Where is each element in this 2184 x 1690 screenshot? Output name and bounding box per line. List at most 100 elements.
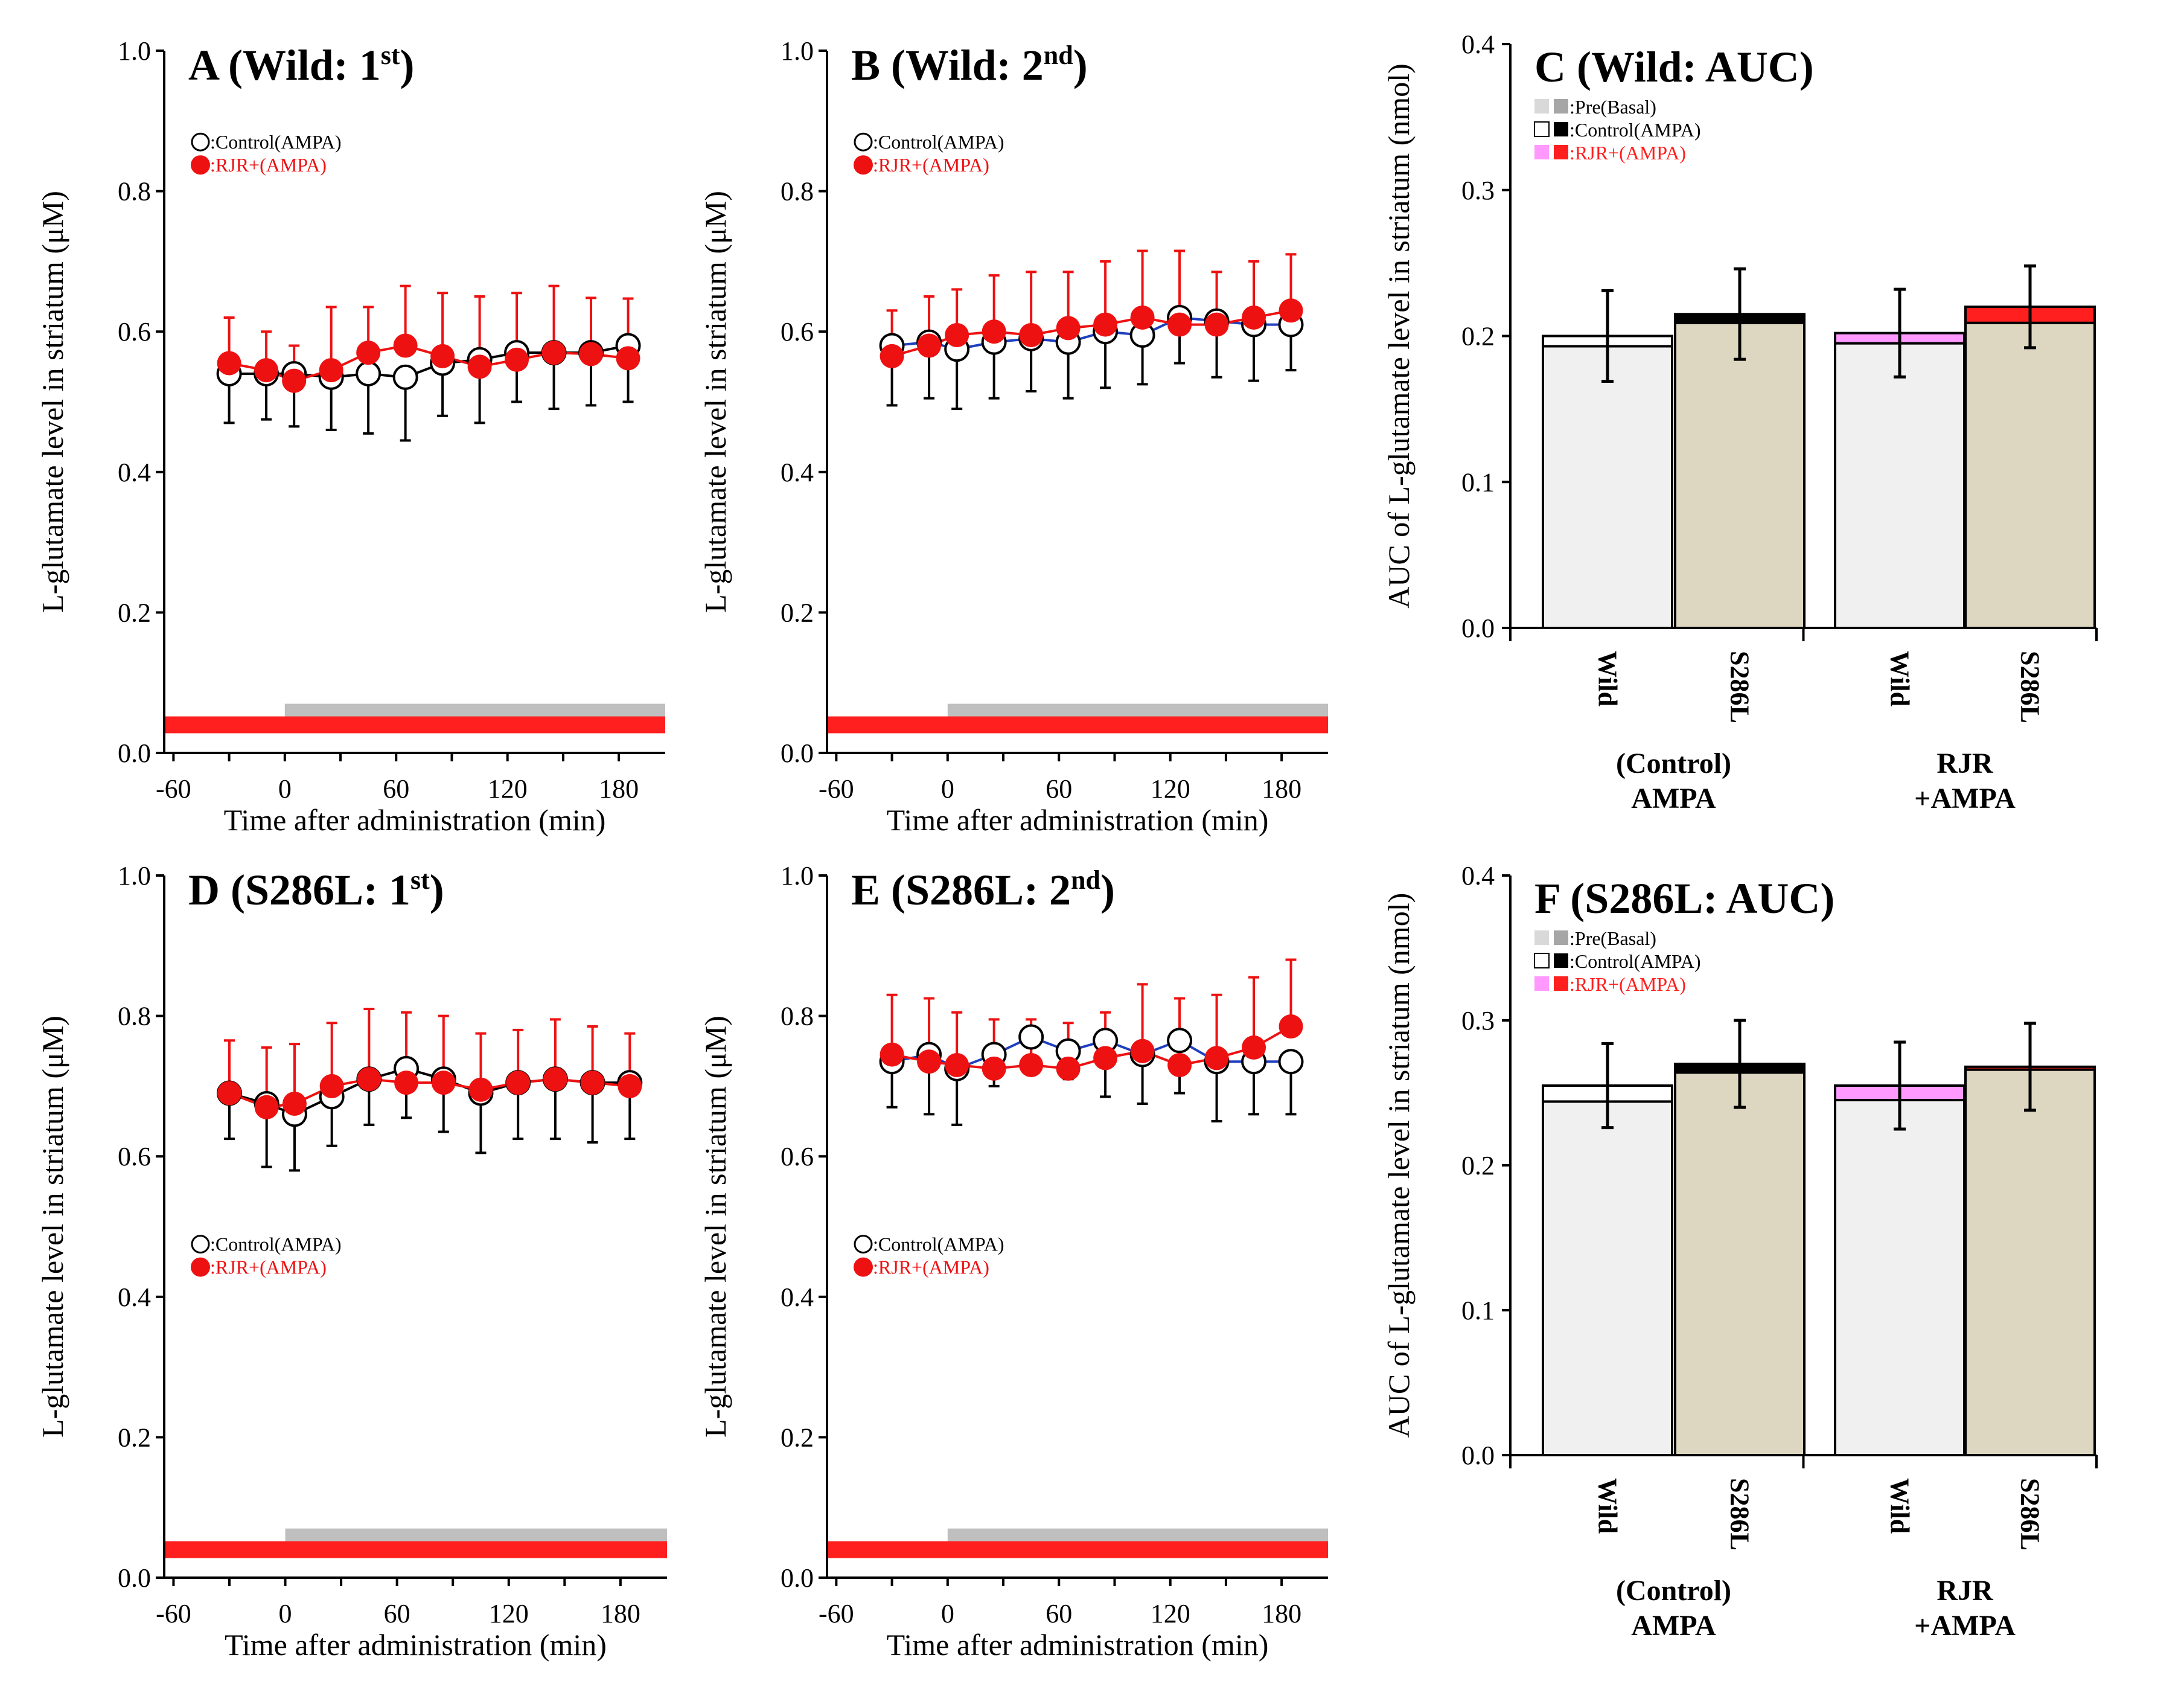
rjr-bar — [827, 716, 1328, 734]
y-tick-label: 0.6 — [118, 1142, 151, 1171]
x-tick-label: 0 — [941, 1599, 954, 1628]
x-tick-label: 60 — [1046, 774, 1072, 804]
point-rjr — [917, 333, 942, 358]
group-label: (Control) — [1616, 1575, 1731, 1607]
point-rjr — [543, 1067, 567, 1092]
group-label: +AMPA — [1914, 1610, 2016, 1642]
point-rjr — [505, 347, 529, 372]
x-axis-label: Time after administration (min) — [887, 803, 1269, 837]
y-tick-label: 0.0 — [781, 738, 814, 768]
point-rjr — [430, 344, 455, 368]
point-rjr — [1242, 1035, 1266, 1060]
point-rjr — [506, 1071, 531, 1095]
x-tick-label: 180 — [601, 1599, 640, 1628]
y-tick-label: 0.4 — [781, 458, 814, 487]
y-tick-label: 0.2 — [781, 1423, 814, 1452]
point-rjr — [1204, 1046, 1229, 1071]
category-label: Wild — [1593, 651, 1623, 706]
bar-base — [1834, 342, 1965, 630]
panel-title: D (S286L: 1st) — [188, 865, 444, 914]
bar-base — [1674, 321, 1806, 629]
bar-base — [1964, 1068, 2096, 1456]
rjr-bar — [827, 1541, 1328, 1558]
x-tick-label: 0 — [279, 1599, 292, 1628]
point-rjr — [357, 1067, 382, 1092]
x-tick-label: -60 — [156, 774, 191, 804]
y-tick-label: 1.0 — [118, 36, 151, 66]
point-rjr — [254, 358, 279, 383]
point-rjr — [393, 333, 418, 358]
legend-marker-control — [191, 1235, 210, 1254]
point-rjr — [616, 346, 640, 371]
point-rjr — [1167, 312, 1192, 337]
point-rjr — [467, 354, 492, 379]
group-label: RJR — [1937, 747, 1994, 779]
legend-label-control: :Control(AMPA) — [873, 131, 1004, 153]
x-tick-label: -60 — [819, 774, 854, 804]
legend-swatch-light — [1534, 976, 1549, 991]
point-rjr — [356, 341, 381, 365]
point-control — [1167, 1028, 1193, 1054]
point-rjr — [394, 1071, 419, 1095]
point-rjr — [945, 323, 969, 348]
legend-swatch-dark — [1554, 953, 1568, 968]
y-tick-label: 0.0 — [1461, 1441, 1495, 1470]
point-rjr — [319, 1074, 344, 1098]
point-rjr — [982, 1056, 1006, 1081]
bar-base — [1542, 1100, 1673, 1456]
y-axis-label: AUC of L-glutamate level in striatum (nm… — [1382, 893, 1416, 1438]
legend-label: :Pre(Basal) — [1569, 96, 1656, 118]
ampa-bar — [947, 1528, 1328, 1543]
legend-swatch-dark — [1554, 930, 1568, 945]
bar-base — [1542, 345, 1673, 629]
point-rjr — [319, 358, 343, 383]
point-rjr — [282, 1091, 307, 1116]
y-axis-label: L-glutamate level in striatum (μM) — [698, 191, 732, 613]
panel-C: 0.0 0.1 0.2 0.3 0.4 AUC of L-glutamate level … — [1382, 30, 2098, 815]
legend-swatch-light — [1534, 121, 1550, 137]
y-axis-label: L-glutamate level in striatum (μM) — [698, 1016, 732, 1438]
point-rjr — [1130, 305, 1155, 330]
legend-swatch-dark — [1554, 145, 1568, 159]
category-label: S286L — [1725, 1478, 1755, 1551]
x-tick-label: 60 — [1046, 1599, 1072, 1628]
point-rjr — [1056, 316, 1081, 341]
point-rjr — [217, 351, 241, 376]
y-tick-label: 0.4 — [118, 458, 151, 487]
legend-swatch-light — [1534, 145, 1549, 159]
ampa-bar — [285, 1528, 667, 1543]
point-rjr — [1019, 1053, 1044, 1078]
y-tick-label: 0.1 — [1461, 467, 1495, 497]
y-tick-label: 0.4 — [1461, 30, 1495, 59]
bar-base — [1834, 1099, 1965, 1456]
x-tick-label: 120 — [1151, 1599, 1190, 1628]
point-rjr — [618, 1074, 642, 1098]
point-rjr — [217, 1081, 241, 1106]
y-tick-label: 0.0 — [781, 1563, 814, 1593]
category-label: S286L — [2016, 1478, 2045, 1551]
x-tick-label: 180 — [1262, 1599, 1301, 1628]
y-tick-label: 0.4 — [781, 1282, 814, 1312]
group-label: RJR — [1937, 1575, 1994, 1607]
ampa-bar — [947, 703, 1328, 718]
category-label: Wild — [1885, 651, 1915, 706]
legend-swatch-dark — [1554, 99, 1568, 114]
panel-title: E (S286L: 2nd) — [851, 865, 1115, 914]
point-rjr — [431, 1071, 456, 1095]
y-tick-label: 0.2 — [118, 598, 151, 627]
panel-title: A (Wild: 1st) — [188, 40, 415, 89]
y-tick-label: 0.1 — [1461, 1296, 1495, 1325]
legend-marker-rjr — [191, 155, 210, 175]
point-rjr — [917, 1049, 942, 1074]
legend-label-rjr: :RJR+(AMPA) — [210, 1256, 327, 1278]
legend-swatch-dark — [1554, 122, 1568, 136]
y-tick-label: 0.0 — [1461, 613, 1495, 643]
point-rjr — [1019, 323, 1044, 348]
x-tick-label: 60 — [384, 1599, 410, 1628]
y-axis-label: AUC of L-glutamate level in striatum (nm… — [1382, 63, 1416, 609]
y-tick-label: 0.3 — [1461, 176, 1495, 205]
bar-base — [1964, 321, 2096, 629]
